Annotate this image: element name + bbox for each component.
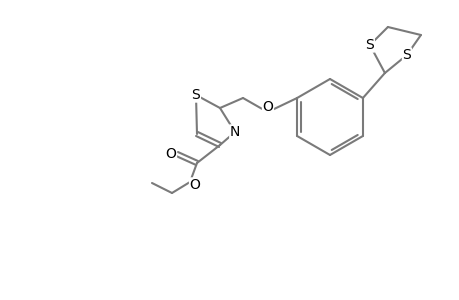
Text: N: N bbox=[230, 125, 240, 139]
Text: O: O bbox=[189, 178, 200, 192]
Text: O: O bbox=[262, 100, 273, 114]
Text: S: S bbox=[402, 48, 410, 62]
Text: S: S bbox=[191, 88, 200, 102]
Text: S: S bbox=[365, 38, 374, 52]
Text: O: O bbox=[165, 147, 176, 161]
